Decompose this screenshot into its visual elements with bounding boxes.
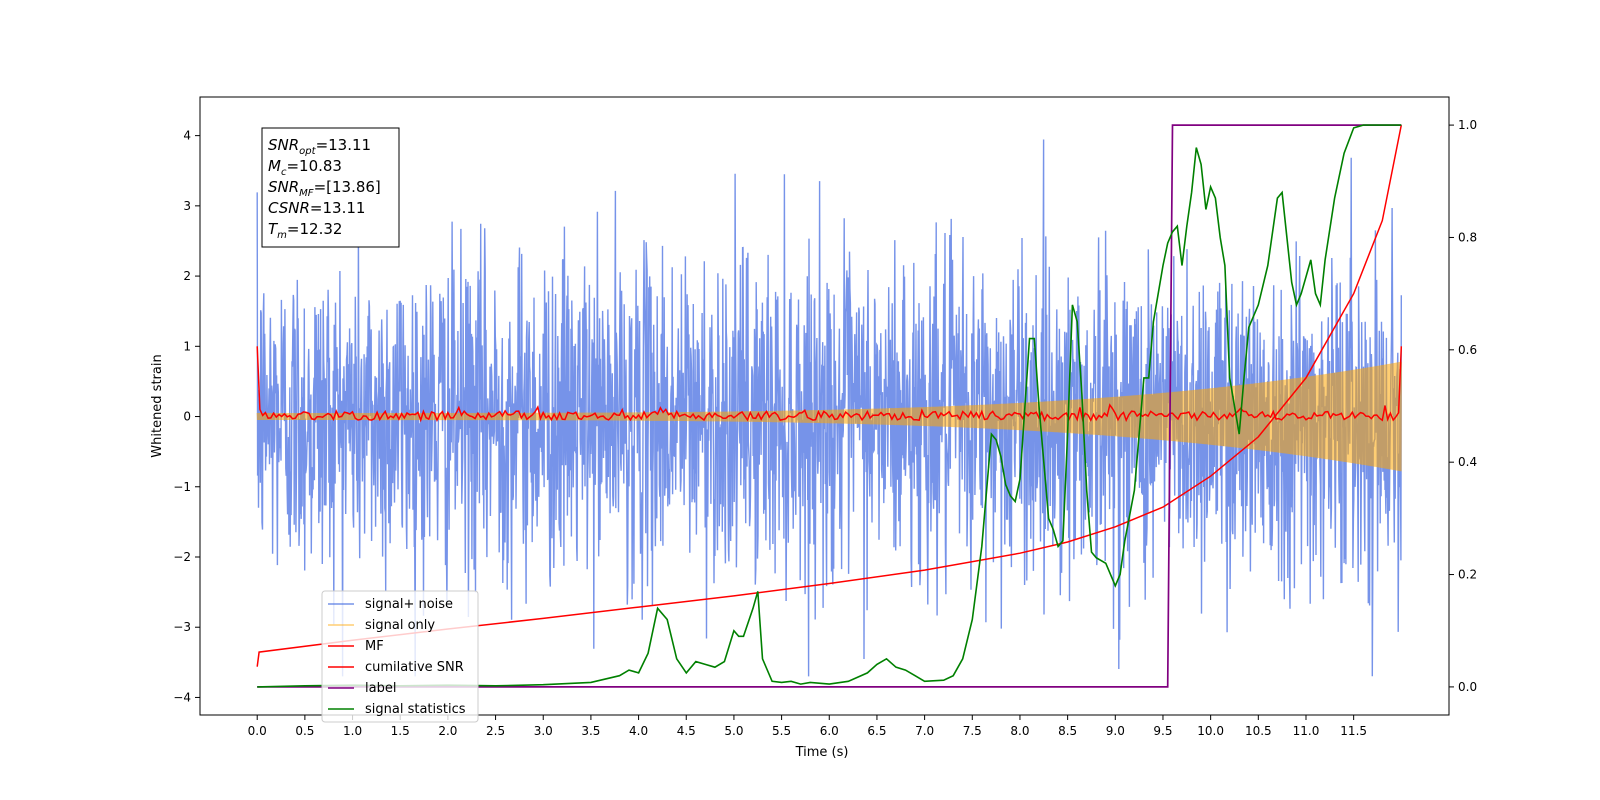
x-tick-label: 10.0 — [1197, 724, 1224, 738]
y-axis-label: Whitened strain — [150, 354, 165, 457]
x-tick-label: 0.5 — [295, 724, 314, 738]
plot-frame — [199, 96, 1450, 716]
x-tick-label: 9.0 — [1106, 724, 1125, 738]
x-tick-label: 11.5 — [1340, 724, 1367, 738]
y-tick-label: 2 — [183, 269, 191, 283]
annotation-line: Tm=12.32 — [268, 220, 342, 241]
x-tick-label: 2.0 — [438, 724, 457, 738]
legend-label: signal statistics — [365, 702, 466, 717]
x-tick-label: 8.0 — [1010, 724, 1029, 738]
series-label — [257, 124, 1402, 688]
y-tick-label: −3 — [173, 620, 191, 634]
y-tick-label: −1 — [173, 480, 191, 494]
y-right-tick-label: 0.2 — [1458, 568, 1477, 582]
x-tick-label: 5.0 — [724, 724, 743, 738]
annotation-line: CSNR=13.11 — [268, 199, 365, 217]
x-tick-label: 2.5 — [486, 724, 505, 738]
x-tick-label: 1.0 — [343, 724, 362, 738]
legend-frame — [321, 590, 479, 723]
annotation-line: Mc=10.83 — [268, 157, 342, 178]
legend: signal+ noise signal only MF cumilative SNR… — [321, 590, 479, 723]
x-tick-label: 0.0 — [248, 724, 267, 738]
x-tick-label: 3.0 — [534, 724, 553, 738]
series-signal-statistics — [257, 124, 1402, 688]
y-axis-ticks: −4 −3 −2 −1 0 1 2 3 4 — [173, 129, 200, 704]
x-tick-label: 1.5 — [391, 724, 410, 738]
x-tick-label: 4.0 — [629, 724, 648, 738]
series-mf — [256, 346, 1403, 423]
legend-label: cumilative SNR — [365, 660, 464, 675]
x-tick-label: 7.5 — [963, 724, 982, 738]
x-tick-label: 6.5 — [867, 724, 886, 738]
x-axis-ticks: 0.0 0.5 1.0 1.5 2.0 2.5 3.0 3.5 4.0 4.5 5.0 5.5 6.0 6… — [248, 715, 1367, 738]
annotation-box: SNRopt=13.11Mc=10.83SNRMF=[13.86]CSNR=13… — [261, 127, 400, 248]
x-tick-label: 5.5 — [772, 724, 791, 738]
y-right-tick-label: 0.4 — [1458, 455, 1477, 469]
x-tick-label: 7.0 — [915, 724, 934, 738]
x-tick-label: 6.0 — [820, 724, 839, 738]
x-tick-label: 10.5 — [1245, 724, 1272, 738]
legend-label: MF — [365, 639, 384, 654]
y-tick-label: −4 — [173, 690, 191, 704]
annotation-line: SNRMF=[13.86] — [268, 178, 381, 199]
annotation-frame — [261, 127, 400, 248]
series-signal-only — [256, 361, 1402, 472]
y-right-tick-label: 0.8 — [1458, 230, 1477, 244]
annotation-line: SNRopt=13.11 — [268, 136, 371, 157]
y-tick-label: 0 — [183, 410, 191, 424]
y-tick-label: −2 — [173, 550, 191, 564]
x-axis-label: Time (s) — [795, 745, 849, 760]
x-tick-label: 11.0 — [1293, 724, 1320, 738]
x-tick-label: 9.5 — [1153, 724, 1172, 738]
y-right-tick-label: 1.0 — [1458, 118, 1477, 132]
y-axis-right-ticks: 0.0 0.2 0.4 0.6 0.8 1.0 — [1449, 118, 1477, 694]
x-tick-label: 3.5 — [581, 724, 600, 738]
y-tick-label: 3 — [183, 199, 191, 213]
y-tick-label: 4 — [183, 129, 191, 143]
x-tick-label: 4.5 — [677, 724, 696, 738]
legend-label: signal+ noise — [365, 597, 453, 612]
legend-label: signal only — [365, 618, 435, 633]
y-right-tick-label: 0.0 — [1458, 680, 1477, 694]
y-right-tick-label: 0.6 — [1458, 343, 1477, 357]
y-tick-label: 1 — [183, 339, 191, 353]
x-tick-label: 8.5 — [1058, 724, 1077, 738]
legend-label: label — [365, 681, 396, 696]
